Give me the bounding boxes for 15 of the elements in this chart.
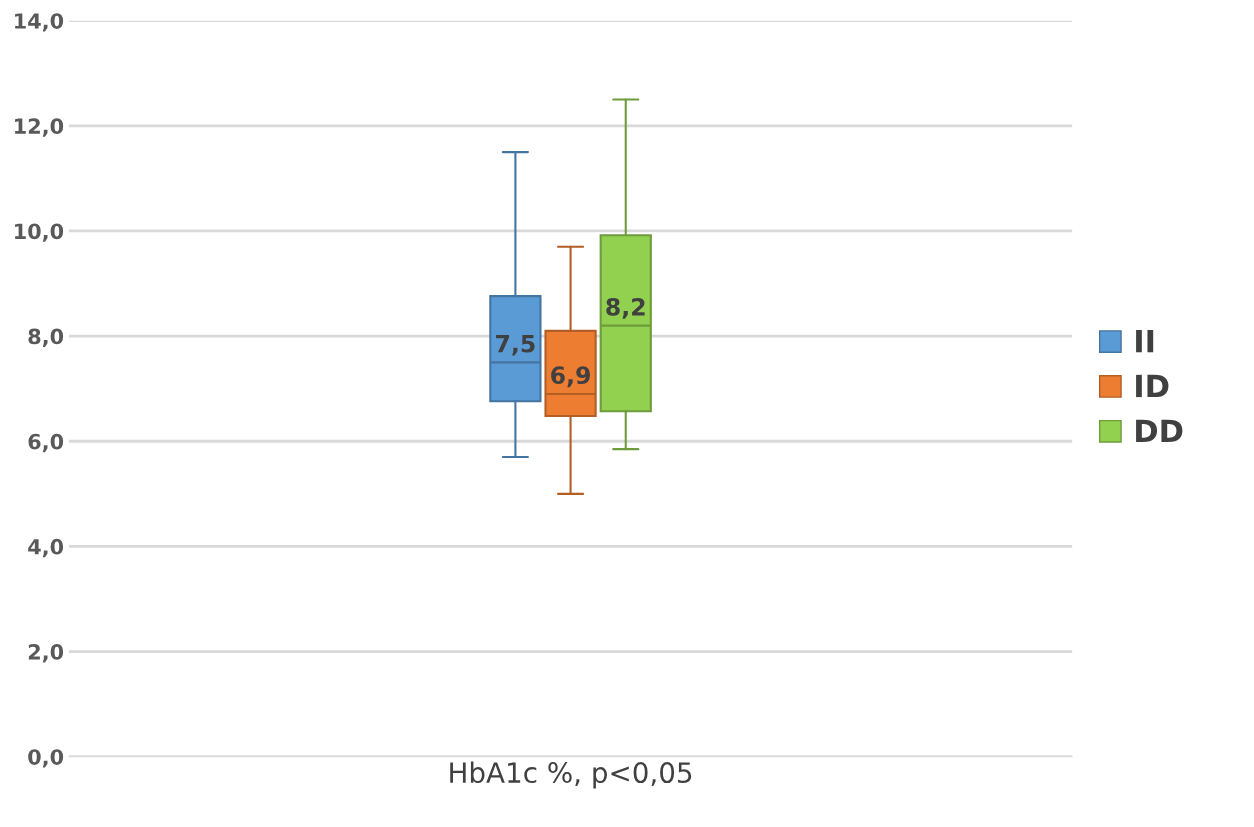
y-tick-label: 12,0: [15, 118, 64, 137]
text: 8,2: [606, 297, 645, 319]
y-tick-label: 4,0: [28, 538, 64, 558]
y-tick-label: 10,0: [15, 223, 64, 242]
y-tick-label: 2,0: [28, 644, 64, 663]
text: 6,9: [551, 366, 590, 388]
y-tick-label: 6,0: [28, 433, 64, 453]
legend-label: ID: [1136, 374, 1169, 398]
y-tick-label: 0,0: [28, 749, 64, 768]
y-tick-label: 8,0: [28, 328, 64, 347]
x-tick-label: HbA1c %, p<0,05: [450, 761, 692, 789]
text: 7,5: [496, 335, 535, 356]
legend-label: DD: [1136, 419, 1183, 442]
legend-label: II: [1136, 329, 1154, 353]
y-tick-label: 14,0: [15, 13, 64, 32]
